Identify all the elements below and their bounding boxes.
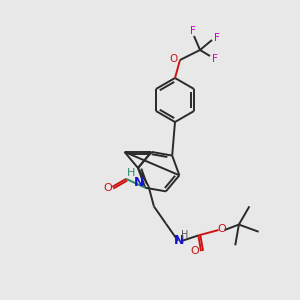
Text: O: O — [170, 54, 178, 64]
Text: F: F — [212, 54, 218, 64]
Text: O: O — [103, 183, 112, 193]
Text: H: H — [127, 168, 135, 178]
Text: H: H — [181, 230, 189, 240]
Text: N: N — [134, 176, 144, 189]
Text: O: O — [217, 224, 226, 234]
Text: F: F — [214, 33, 220, 43]
Text: O: O — [191, 246, 200, 256]
Text: N: N — [174, 234, 184, 248]
Text: F: F — [190, 26, 196, 36]
